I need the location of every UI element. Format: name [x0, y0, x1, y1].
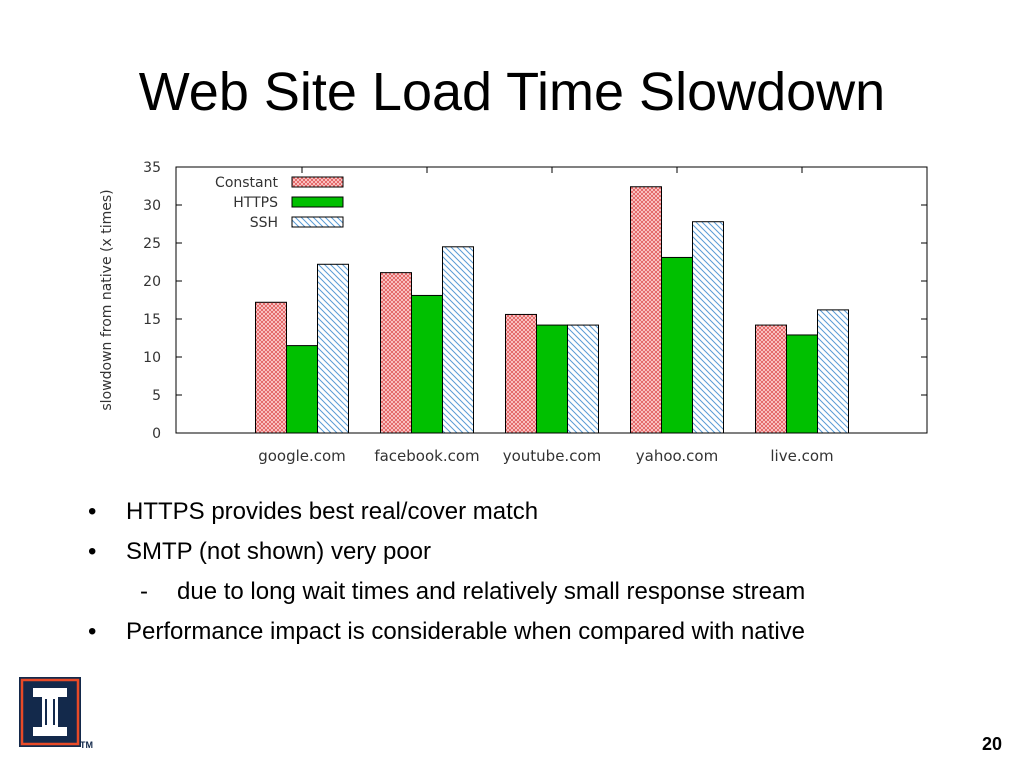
y-tick-label: 5: [152, 388, 161, 404]
bullet-item: • Performance impact is considerable when…: [88, 612, 805, 652]
bullet-marker: -: [140, 578, 148, 605]
bar-constant: [630, 186, 662, 434]
bar-ssh: [317, 263, 349, 434]
bar-chart: 0 5 10 15 20 25 30 35 slowdown from native (x ti…: [99, 160, 928, 465]
legend-swatch-ssh: [291, 216, 344, 228]
y-tick-label: 10: [143, 350, 161, 366]
slide-title: Web Site Load Time Slowdown: [138, 62, 886, 122]
bar-ssh: [692, 221, 724, 434]
bullet-text: SMTP (not shown) very poor: [126, 538, 432, 565]
x-tick-label: live.com: [770, 447, 833, 465]
bar-ssh: [442, 246, 474, 434]
bar-https: [786, 334, 818, 434]
bar-constant: [755, 324, 787, 434]
bullet-list: • HTTPS provides best real/cover match • SM…: [88, 492, 805, 652]
bullet-item: • HTTPS provides best real/cover match: [88, 492, 805, 532]
x-tick-label: facebook.com: [374, 447, 479, 465]
bar-https: [661, 256, 693, 434]
page-number: 20: [981, 734, 1002, 754]
bar-https: [411, 294, 443, 434]
bullet-marker: •: [88, 498, 97, 525]
bullet-item: - due to long wait times and relatively s…: [88, 572, 805, 612]
y-tick-label: 35: [143, 160, 161, 176]
y-tick-label: 30: [143, 198, 161, 214]
bullet-marker: •: [88, 618, 97, 645]
bar-constant: [380, 272, 412, 434]
bar-ssh: [817, 309, 849, 434]
y-tick-label: 25: [143, 236, 161, 252]
legend-label: HTTPS: [233, 195, 278, 211]
bullet-text: Performance impact is considerable when …: [126, 618, 805, 645]
trademark-label: TM: [80, 740, 93, 750]
bar-constant: [255, 301, 287, 434]
bar-ssh: [567, 324, 599, 434]
x-tick-label: youtube.com: [503, 447, 602, 465]
university-logo-icon: [19, 677, 81, 747]
bar-https: [286, 345, 318, 434]
legend-label: Constant: [215, 175, 278, 191]
bar-constant: [505, 313, 537, 434]
legend-swatch-constant: [291, 176, 344, 188]
bullet-item: • SMTP (not shown) very poor: [88, 532, 805, 572]
bar-https: [536, 324, 568, 434]
y-tick-label: 20: [143, 274, 161, 290]
legend-label: SSH: [250, 215, 278, 231]
y-tick-label: 15: [143, 312, 161, 328]
bullet-text: HTTPS provides best real/cover match: [126, 498, 539, 525]
legend-swatch-https: [291, 196, 344, 208]
x-tick-label: yahoo.com: [636, 447, 718, 465]
bullet-text: due to long wait times and relatively sm…: [177, 578, 806, 605]
bullet-marker: •: [88, 538, 97, 565]
y-tick-label: 0: [152, 426, 161, 442]
x-tick-label: google.com: [258, 447, 346, 465]
y-axis-label: slowdown from native (x times): [99, 189, 115, 410]
